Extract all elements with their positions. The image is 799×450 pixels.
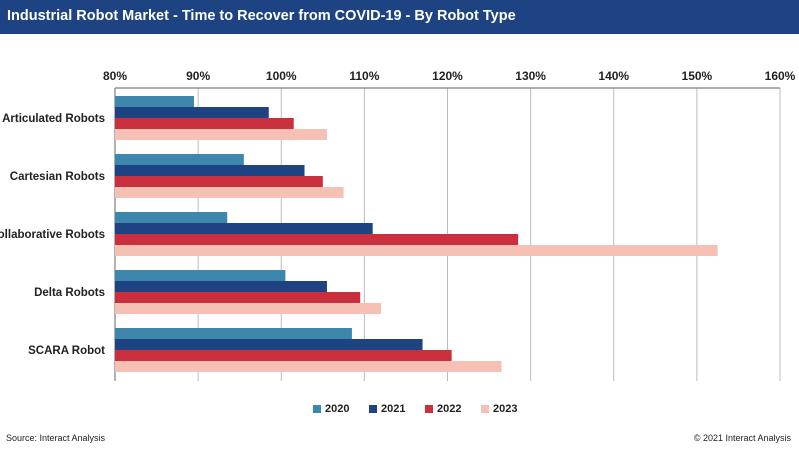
x-tick-label: 120% <box>432 69 463 83</box>
bar-2023 <box>115 187 344 198</box>
x-tick-label: 100% <box>266 69 297 83</box>
x-tick-label: 160% <box>765 69 796 83</box>
legend-label: 2020 <box>325 403 349 415</box>
bar-2021 <box>115 107 269 118</box>
bar-2020 <box>115 96 194 107</box>
bar-2021 <box>115 281 327 292</box>
legend-label: 2023 <box>493 403 517 415</box>
x-axis-tick-labels: 80% 90% 100% 110% 120% 130% 140% 150% 160% <box>103 69 796 83</box>
legend-swatch-2023 <box>481 405 489 413</box>
x-tick-label: 140% <box>598 69 629 83</box>
category-label: SCARA Robot <box>28 345 105 357</box>
bar-2022 <box>115 234 519 245</box>
x-tick-label: 80% <box>103 69 127 83</box>
category-label: Cartesian Robots <box>10 171 105 183</box>
category-label: Collaborative Robots <box>0 229 105 241</box>
category-label: Articulated Robots <box>2 113 105 125</box>
legend: 2020 2021 2022 2023 <box>313 403 517 415</box>
bar-2021 <box>115 165 305 176</box>
bar-2023 <box>115 129 327 140</box>
category-labels: Articulated Robots Cartesian Robots Collab… <box>0 113 105 357</box>
bars <box>115 96 718 372</box>
bar-2022 <box>115 350 452 361</box>
bar-2022 <box>115 176 323 187</box>
title-bar: Industrial Robot Market - Time to Recove… <box>0 0 799 34</box>
bar-2020 <box>115 270 286 281</box>
bar-2023 <box>115 303 381 314</box>
legend-swatch-2020 <box>313 405 321 413</box>
legend-label: 2021 <box>381 403 405 415</box>
legend-swatch-2022 <box>425 405 433 413</box>
bar-chart: 80% 90% 100% 110% 120% 130% 140% 150% 160% Artic… <box>0 69 796 415</box>
x-tick-label: 150% <box>682 69 713 83</box>
chart-title: Industrial Robot Market - Time to Recove… <box>7 8 516 24</box>
bar-2022 <box>115 292 361 303</box>
bar-2020 <box>115 154 244 165</box>
bar-2020 <box>115 328 352 339</box>
copyright-note: © 2021 Interact Analysis <box>693 433 791 443</box>
x-tick-label: 110% <box>349 69 379 83</box>
x-tick-label: 130% <box>515 69 546 83</box>
bar-2021 <box>115 339 423 350</box>
bar-2023 <box>115 245 718 256</box>
x-tick-label: 90% <box>186 69 210 83</box>
bar-2020 <box>115 212 228 223</box>
legend-label: 2022 <box>437 403 461 415</box>
bar-2021 <box>115 223 373 234</box>
legend-swatch-2021 <box>369 405 377 413</box>
category-label: Delta Robots <box>34 287 105 299</box>
bar-2023 <box>115 361 502 372</box>
bar-2022 <box>115 118 294 129</box>
source-note: Source: Interact Analysis <box>6 433 106 443</box>
